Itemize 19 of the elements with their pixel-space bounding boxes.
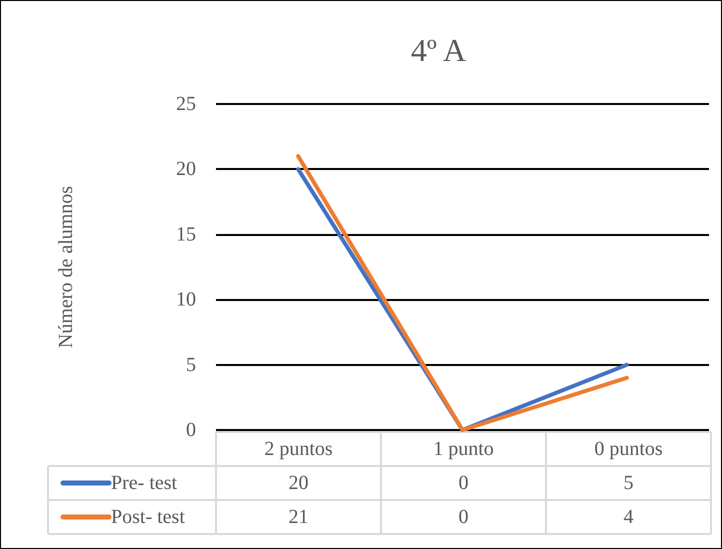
y-tick-label: 15 bbox=[176, 223, 196, 246]
data-label: 5 bbox=[624, 472, 634, 494]
y-tick-label: 0 bbox=[186, 419, 196, 441]
data-label: 0 bbox=[458, 506, 468, 528]
y-axis-title: Número de alumnos bbox=[55, 186, 77, 348]
chart-title: 4º A bbox=[410, 32, 466, 68]
y-tick-label: 25 bbox=[176, 93, 196, 115]
data-label: 0 bbox=[458, 472, 468, 494]
legend-label: Post- test bbox=[111, 506, 186, 528]
x-tick-label: 2 puntos bbox=[264, 438, 333, 460]
y-tick-label: 5 bbox=[186, 354, 196, 376]
x-tick-label: 1 punto bbox=[433, 438, 494, 460]
y-tick-label: 20 bbox=[176, 158, 196, 180]
data-label: 4 bbox=[624, 506, 634, 528]
data-label: 21 bbox=[288, 506, 308, 528]
legend-label: Pre- test bbox=[111, 472, 178, 494]
data-label: 20 bbox=[288, 472, 308, 494]
y-tick-label: 10 bbox=[176, 288, 196, 311]
x-tick-label: 0 puntos bbox=[594, 438, 663, 460]
